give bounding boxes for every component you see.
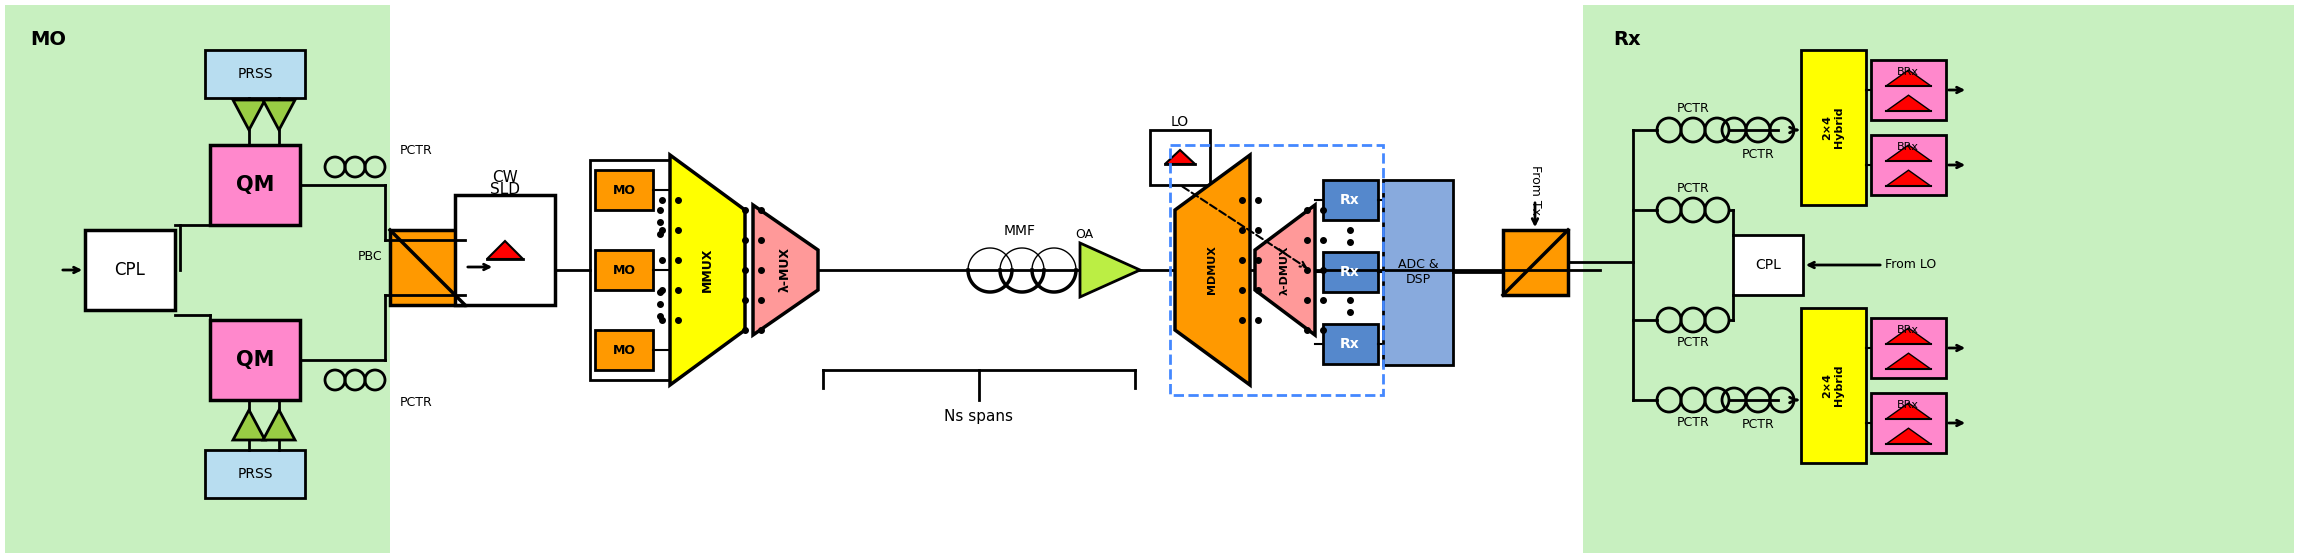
FancyBboxPatch shape	[455, 195, 554, 305]
FancyBboxPatch shape	[205, 50, 306, 98]
Text: 2×4
Hybrid: 2×4 Hybrid	[1823, 106, 1844, 148]
Polygon shape	[262, 100, 294, 130]
Polygon shape	[1885, 328, 1931, 344]
Polygon shape	[1885, 170, 1931, 186]
Text: QM: QM	[237, 175, 274, 195]
Polygon shape	[1885, 145, 1931, 161]
Text: From LO: From LO	[1885, 258, 1936, 272]
FancyBboxPatch shape	[1322, 324, 1377, 364]
Text: ADC &
DSP: ADC & DSP	[1398, 258, 1439, 286]
Text: CPL: CPL	[1754, 258, 1782, 272]
FancyBboxPatch shape	[1150, 130, 1209, 185]
Text: Rx: Rx	[1340, 193, 1361, 207]
Text: Rx: Rx	[1614, 30, 1641, 49]
FancyBboxPatch shape	[205, 450, 306, 498]
FancyBboxPatch shape	[209, 320, 299, 400]
Polygon shape	[487, 241, 522, 259]
Polygon shape	[1885, 70, 1931, 86]
FancyBboxPatch shape	[1871, 393, 1945, 453]
Text: BRx: BRx	[1897, 67, 1920, 77]
Text: PCTR: PCTR	[400, 143, 432, 156]
Text: PCTR: PCTR	[1743, 418, 1775, 431]
Text: PCTR: PCTR	[1676, 102, 1710, 114]
Polygon shape	[754, 205, 818, 335]
Text: QM: QM	[237, 350, 274, 370]
FancyBboxPatch shape	[1322, 180, 1377, 220]
FancyBboxPatch shape	[1800, 50, 1867, 205]
Polygon shape	[232, 100, 264, 130]
Text: SLD: SLD	[490, 182, 520, 198]
Text: CW: CW	[492, 170, 517, 185]
Text: λ-MUX: λ-MUX	[779, 248, 791, 292]
Text: 2×4
Hybrid: 2×4 Hybrid	[1823, 364, 1844, 406]
Text: MDMUX: MDMUX	[1207, 246, 1216, 295]
FancyBboxPatch shape	[391, 230, 464, 305]
Text: PCTR: PCTR	[400, 396, 432, 408]
Text: Ns spans: Ns spans	[945, 408, 1014, 424]
Text: BRx: BRx	[1897, 142, 1920, 152]
Text: LO: LO	[1170, 115, 1189, 129]
FancyBboxPatch shape	[1871, 318, 1945, 378]
Polygon shape	[232, 410, 264, 440]
Text: From Tx: From Tx	[1529, 165, 1543, 215]
FancyBboxPatch shape	[5, 5, 391, 553]
Polygon shape	[1885, 95, 1931, 111]
Text: CPL: CPL	[115, 261, 145, 279]
FancyBboxPatch shape	[595, 330, 653, 370]
FancyBboxPatch shape	[85, 230, 175, 310]
Polygon shape	[1166, 150, 1195, 164]
Text: Rx: Rx	[1340, 265, 1361, 279]
FancyBboxPatch shape	[209, 145, 299, 225]
Polygon shape	[1081, 243, 1140, 297]
Text: MO: MO	[612, 184, 635, 196]
Text: BRx: BRx	[1897, 400, 1920, 410]
Text: PCTR: PCTR	[1676, 335, 1710, 349]
Text: PCTR: PCTR	[1676, 416, 1710, 429]
Text: MMF: MMF	[1005, 224, 1037, 238]
Text: BRx: BRx	[1897, 325, 1920, 335]
FancyBboxPatch shape	[595, 250, 653, 290]
Text: MMUX: MMUX	[701, 248, 713, 292]
FancyBboxPatch shape	[1584, 5, 2294, 553]
Text: PCTR: PCTR	[1743, 148, 1775, 161]
Text: PRSS: PRSS	[237, 67, 274, 81]
Text: Rx: Rx	[1340, 337, 1361, 351]
FancyBboxPatch shape	[1871, 135, 1945, 195]
Polygon shape	[1175, 155, 1251, 385]
Text: MO: MO	[612, 263, 635, 277]
FancyBboxPatch shape	[591, 160, 669, 380]
Polygon shape	[262, 410, 294, 440]
FancyBboxPatch shape	[1384, 180, 1453, 365]
Polygon shape	[1885, 403, 1931, 419]
Polygon shape	[1885, 353, 1931, 369]
FancyBboxPatch shape	[1871, 60, 1945, 120]
Text: PRSS: PRSS	[237, 467, 274, 481]
Polygon shape	[1885, 428, 1931, 444]
Text: MO: MO	[30, 30, 67, 49]
FancyBboxPatch shape	[1322, 252, 1377, 292]
Text: OA: OA	[1076, 228, 1092, 242]
FancyBboxPatch shape	[1800, 308, 1867, 463]
FancyBboxPatch shape	[1733, 235, 1802, 295]
Polygon shape	[1255, 205, 1315, 335]
Text: PCTR: PCTR	[1676, 181, 1710, 195]
FancyBboxPatch shape	[1504, 230, 1568, 295]
Text: PBC: PBC	[356, 251, 382, 263]
Text: λ-DMUX: λ-DMUX	[1281, 246, 1290, 295]
Text: MO: MO	[612, 344, 635, 357]
FancyBboxPatch shape	[595, 170, 653, 210]
Polygon shape	[669, 155, 745, 385]
